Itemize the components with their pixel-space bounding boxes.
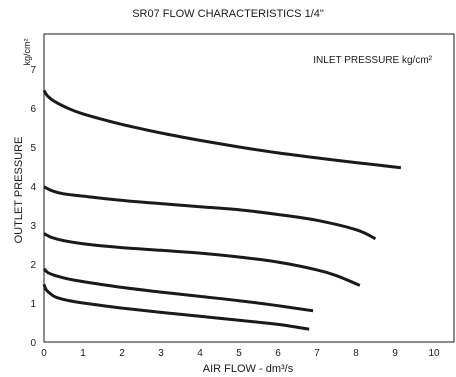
y-tick-label: 6 <box>30 104 36 115</box>
y-tick-label: 1 <box>30 299 36 310</box>
series-line-3 <box>43 232 361 287</box>
y-tick-label: 4 <box>30 182 36 193</box>
x-ticks: 0 1 2 3 4 5 6 7 8 9 10 <box>41 348 440 359</box>
x-tick-label: 7 <box>314 348 320 359</box>
x-tick-label: 9 <box>392 348 398 359</box>
x-tick-label: 4 <box>197 348 203 359</box>
x-tick-label: 3 <box>158 348 164 359</box>
y-ticks: 0 1 2 3 4 5 6 7 <box>30 65 36 349</box>
series-line-5 <box>42 283 310 331</box>
series-line-1 <box>42 89 402 170</box>
y-tick-label: 7 <box>30 65 36 76</box>
x-axis-label: AIR FLOW - dm³/s <box>203 363 294 375</box>
y-tick-label: 3 <box>30 221 36 232</box>
chart-title: SR07 FLOW CHARACTERISTICS 1/4" <box>132 8 324 20</box>
series-line-2 <box>43 185 377 241</box>
x-tick-label: 0 <box>41 348 47 359</box>
x-tick-label: 5 <box>236 348 242 359</box>
y-axis-unit: kg/cm² <box>22 38 32 65</box>
series-line-4 <box>42 267 314 313</box>
x-tick-label: 2 <box>119 348 125 359</box>
y-tick-label: 5 <box>30 143 36 154</box>
y-axis-label: OUTLET PRESSURE <box>13 137 25 244</box>
y-tick-label: 0 <box>30 338 36 349</box>
inlet-pressure-annotation: INLET PRESSURE kg/cm² <box>313 55 432 66</box>
x-tick-label: 1 <box>80 348 86 359</box>
y-tick-label: 2 <box>30 260 36 271</box>
x-tick-label: 6 <box>275 348 281 359</box>
x-tick-label: 8 <box>353 348 359 359</box>
plot-frame <box>43 33 455 343</box>
inlet-pressure-curves <box>42 89 402 331</box>
x-tick-label: 10 <box>428 348 440 359</box>
